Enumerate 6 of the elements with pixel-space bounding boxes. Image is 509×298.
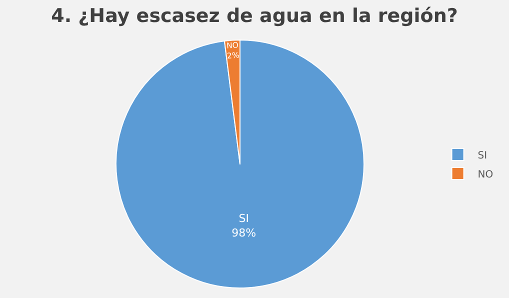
pie-slice xyxy=(116,40,364,288)
legend-label: SI xyxy=(478,150,488,162)
data-label: 98% xyxy=(232,226,256,240)
legend-label: NO xyxy=(478,169,494,180)
chart-title: 4. ¿Hay escasez de agua en la región? xyxy=(51,5,458,28)
slice-label: SI xyxy=(238,212,250,226)
